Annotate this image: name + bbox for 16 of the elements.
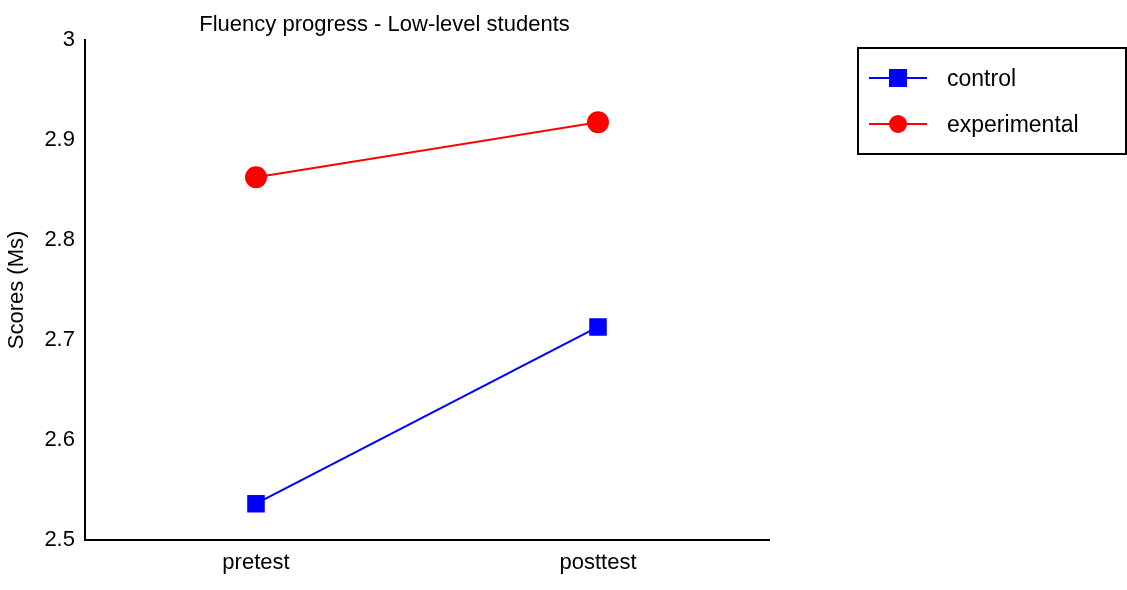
legend-label: experimental (947, 110, 1079, 138)
x-tick-label: posttest (559, 548, 637, 574)
y-tick-label: 2.7 (44, 325, 75, 351)
y-axis-title: Scores (Ms) (3, 230, 29, 350)
point (244, 166, 267, 189)
x-tick-label: pretest (222, 548, 290, 574)
y-tick-label: 2.5 (44, 525, 75, 551)
y-tick-label: 2.8 (44, 226, 75, 252)
y-tick-label: 2.6 (44, 425, 75, 451)
y-tick-label: 3 (62, 26, 75, 52)
y-tick-label: 2.9 (44, 126, 75, 152)
legend-label: control (947, 64, 1017, 92)
chart-title: Fluency progress - Low-level students (199, 11, 570, 37)
point (587, 111, 609, 134)
point (247, 494, 265, 513)
point (589, 318, 607, 336)
